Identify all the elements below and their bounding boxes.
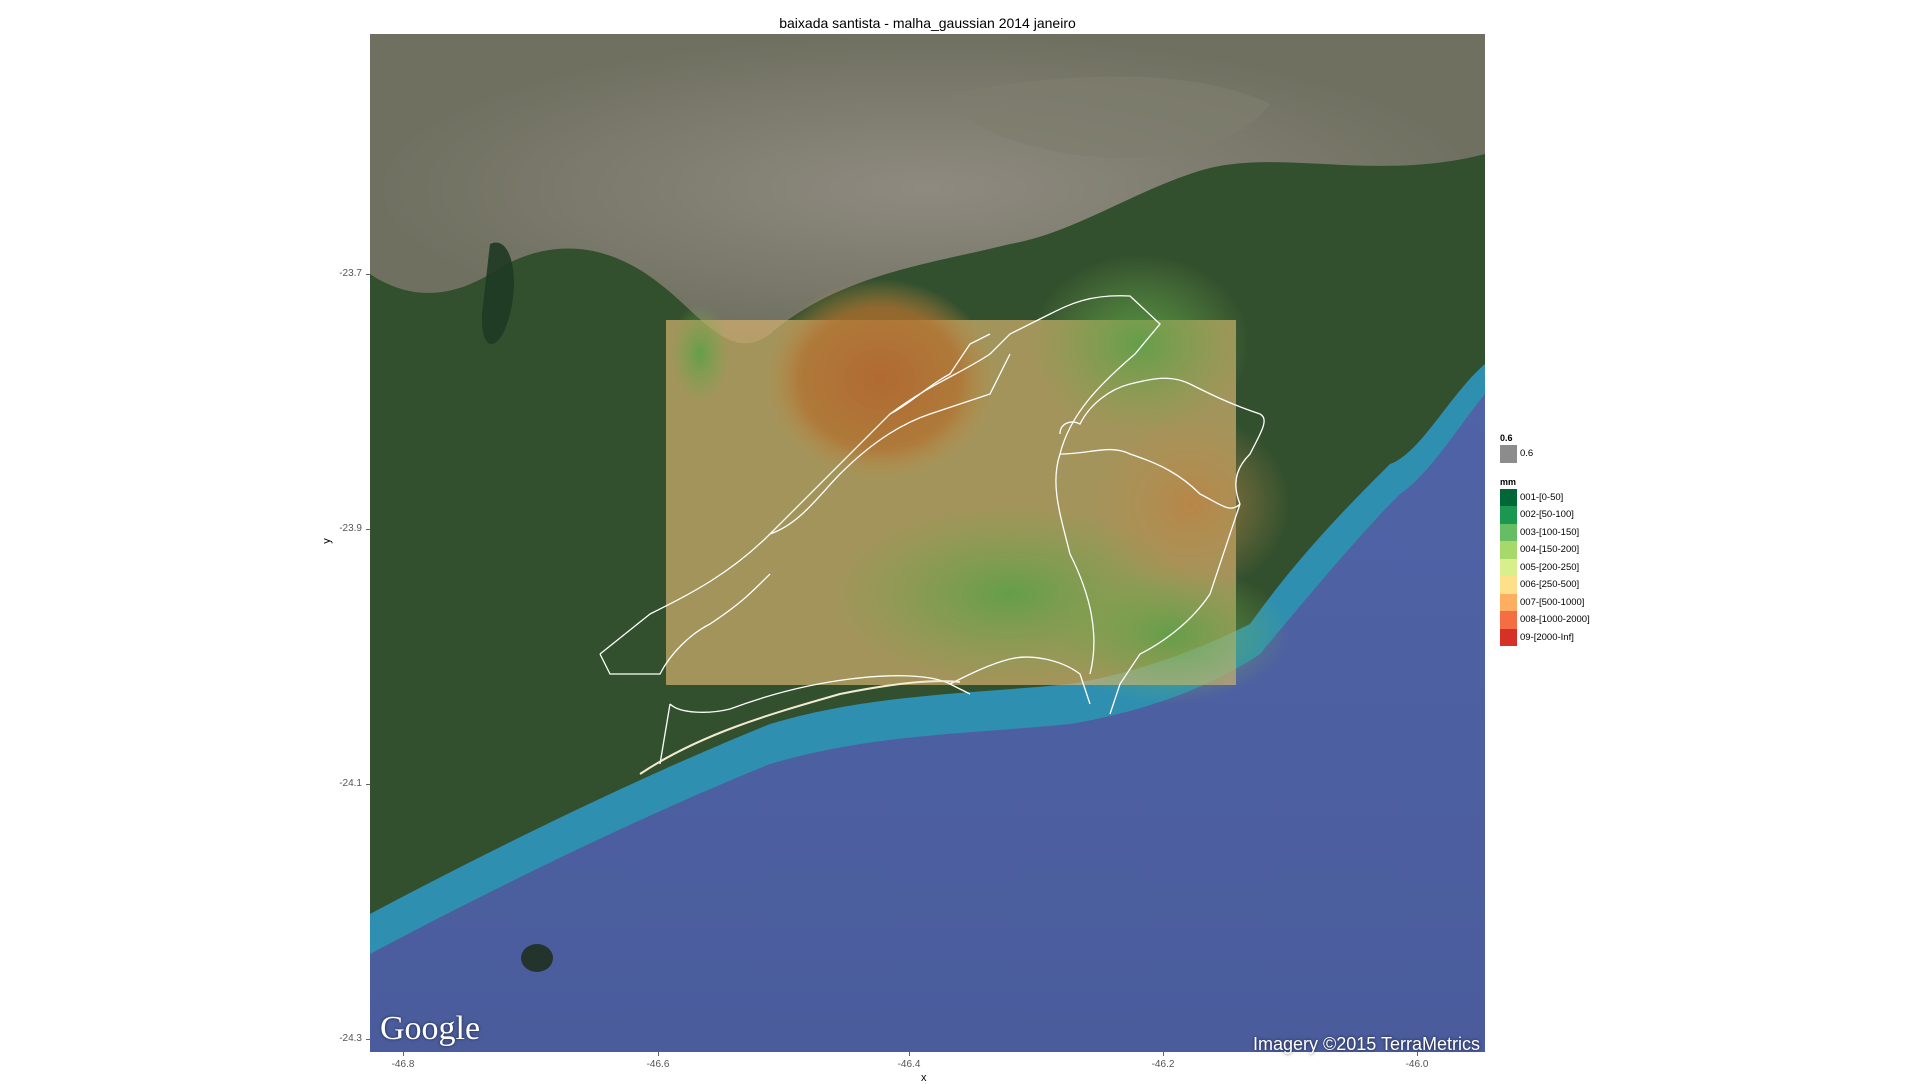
ocean bbox=[370, 394, 1485, 1052]
y-tick-label: -23.7 bbox=[339, 268, 362, 279]
x-tick-label: -46.0 bbox=[1405, 1059, 1429, 1070]
legend-swatch bbox=[1500, 558, 1517, 576]
google-logo: Google bbox=[380, 1010, 481, 1047]
y-tick-label: -24.1 bbox=[339, 778, 362, 789]
x-tick-label: -46.2 bbox=[1151, 1059, 1175, 1070]
urban-area-east bbox=[950, 76, 1270, 158]
legend-swatch bbox=[1500, 593, 1517, 611]
fill-legend: mm 001-[0-50] 002-[50-100] 003-[100-150] 00… bbox=[1500, 476, 1590, 646]
municipal-boundaries bbox=[599, 295, 1265, 765]
fill-legend-title: mm bbox=[1500, 476, 1517, 487]
legend-entry-label: 008-[1000-2000] bbox=[1520, 614, 1590, 626]
x-axis-label: x bbox=[921, 1072, 927, 1084]
legend-entry-label: 002-[50-100] bbox=[1520, 509, 1574, 521]
legend-entry: 09-[2000-Inf] bbox=[1500, 628, 1590, 646]
x-tick-label: -46.4 bbox=[897, 1059, 921, 1070]
legend-entry-label: 0.6 bbox=[1520, 448, 1534, 460]
y-tick-mark bbox=[366, 529, 370, 530]
legend-swatch bbox=[1500, 506, 1517, 524]
legend-entry-label: 001-[0-50] bbox=[1520, 491, 1564, 503]
x-tick-mark bbox=[1163, 1052, 1164, 1056]
legend-entry: 008-[1000-2000] bbox=[1500, 611, 1590, 629]
legend-entry-label: 003-[100-150] bbox=[1520, 526, 1580, 538]
map-panel[interactable] bbox=[370, 34, 1485, 1052]
precipitation-grid bbox=[666, 254, 1290, 704]
x-tick-label: -46.8 bbox=[391, 1059, 415, 1070]
legend-entry-label: 007-[500-1000] bbox=[1520, 596, 1585, 608]
alpha-legend-title: 0.6 bbox=[1500, 433, 1513, 443]
x-tick-mark bbox=[403, 1052, 404, 1056]
legend-entry: 005-[200-250] bbox=[1500, 558, 1590, 576]
legend-entry: 006-[250-500] bbox=[1500, 576, 1590, 594]
x-tick-label: -46.6 bbox=[646, 1059, 670, 1070]
island bbox=[521, 944, 553, 972]
legend-entry: 001-[0-50] bbox=[1500, 488, 1590, 506]
legend-entry: 004-[150-200] bbox=[1500, 541, 1590, 559]
reservoir bbox=[481, 242, 514, 344]
alpha-legend: 0.6 0.6 bbox=[1500, 433, 1590, 463]
legend: 0.6 0.6 mm 001-[0-50] 002-[50-100] 003-[10… bbox=[1500, 433, 1590, 646]
legend-entry-label: 004-[150-200] bbox=[1520, 544, 1580, 556]
x-tick-mark bbox=[1417, 1052, 1418, 1056]
legend-swatch bbox=[1500, 523, 1517, 541]
legend-swatch bbox=[1500, 445, 1517, 463]
legend-swatch bbox=[1500, 576, 1517, 594]
y-axis-label: y bbox=[320, 538, 333, 544]
legend-entry: 007-[500-1000] bbox=[1500, 593, 1590, 611]
legend-swatch bbox=[1500, 628, 1517, 646]
fill-legend-items: 001-[0-50] 002-[50-100] 003-[100-150] 004-[… bbox=[1500, 488, 1590, 646]
y-tick-mark bbox=[366, 274, 370, 275]
legend-entry: 0.6 bbox=[1500, 445, 1590, 463]
y-tick-label: -23.9 bbox=[339, 523, 362, 534]
legend-entry: 002-[50-100] bbox=[1500, 506, 1590, 524]
legend-swatch bbox=[1500, 611, 1517, 629]
beach-coastline bbox=[639, 680, 961, 775]
legend-entry-label: 006-[250-500] bbox=[1520, 579, 1580, 591]
legend-entry: 003-[100-150] bbox=[1500, 523, 1590, 541]
plot-title: baixada santista - malha_gaussian 2014 j… bbox=[779, 15, 1076, 31]
legend-entry-label: 005-[200-250] bbox=[1520, 561, 1580, 573]
y-tick-mark bbox=[366, 784, 370, 785]
x-tick-mark bbox=[658, 1052, 659, 1056]
y-tick-label: -24.3 bbox=[339, 1033, 362, 1044]
legend-swatch bbox=[1500, 488, 1517, 506]
legend-entry-label: 09-[2000-Inf] bbox=[1520, 631, 1574, 643]
x-tick-mark bbox=[909, 1052, 910, 1056]
satellite-map bbox=[370, 34, 1485, 1052]
y-tick-mark bbox=[366, 1039, 370, 1040]
legend-swatch bbox=[1500, 541, 1517, 559]
imagery-credit: Imagery ©2015 TerraMetrics bbox=[1252, 1034, 1480, 1054]
